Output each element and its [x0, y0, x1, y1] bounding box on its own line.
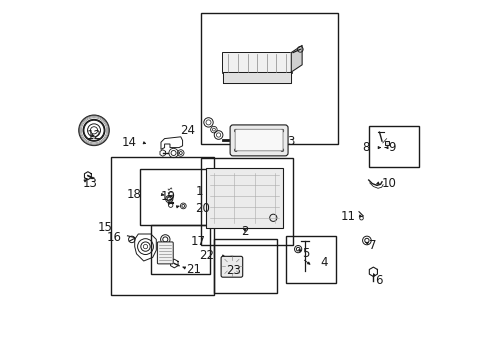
Text: 10: 10 [381, 177, 395, 190]
Bar [200, 158, 292, 245]
Text: 13: 13 [82, 177, 97, 190]
Bar [213, 239, 276, 293]
Text: 8: 8 [362, 141, 369, 154]
Text: 4: 4 [320, 256, 327, 269]
FancyBboxPatch shape [222, 52, 291, 73]
Text: 1: 1 [195, 185, 203, 198]
Text: 6: 6 [374, 274, 382, 287]
FancyBboxPatch shape [205, 168, 283, 228]
Polygon shape [291, 45, 302, 72]
Text: 2: 2 [241, 225, 248, 238]
Text: 12: 12 [87, 129, 102, 141]
FancyBboxPatch shape [230, 125, 287, 156]
Bar [111, 157, 213, 295]
Text: 24: 24 [180, 124, 194, 137]
Text: 22: 22 [199, 249, 214, 262]
Text: 11: 11 [340, 210, 355, 222]
Text: 21: 21 [185, 263, 201, 276]
Bar [200, 13, 337, 144]
Text: 20: 20 [195, 202, 210, 215]
FancyBboxPatch shape [235, 129, 283, 151]
Bar [151, 225, 210, 274]
Text: 19: 19 [161, 190, 176, 203]
Text: 23: 23 [226, 264, 241, 277]
Bar [384, 141, 388, 145]
Text: 16: 16 [107, 231, 122, 244]
Bar [368, 126, 418, 167]
Text: 15: 15 [97, 221, 112, 234]
Text: 3: 3 [286, 135, 294, 148]
Bar [140, 169, 210, 225]
Text: 17: 17 [190, 235, 205, 248]
Text: 7: 7 [368, 239, 375, 252]
Text: 14: 14 [121, 136, 136, 149]
Bar [285, 236, 336, 283]
FancyBboxPatch shape [157, 242, 173, 264]
Text: 9: 9 [387, 141, 395, 154]
Text: 5: 5 [302, 247, 309, 260]
Polygon shape [223, 72, 291, 84]
Text: 18: 18 [126, 188, 141, 201]
FancyBboxPatch shape [221, 256, 242, 277]
